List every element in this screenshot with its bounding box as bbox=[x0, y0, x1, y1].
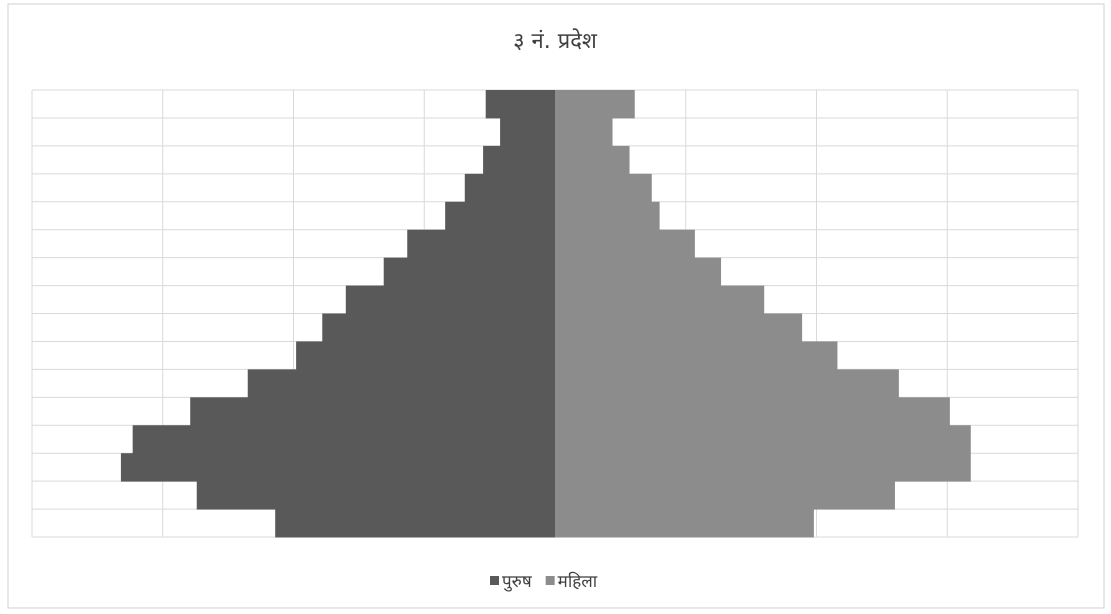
bar bbox=[555, 90, 635, 119]
bar bbox=[464, 173, 555, 203]
bar bbox=[555, 341, 838, 370]
bar bbox=[555, 173, 652, 203]
bar bbox=[407, 229, 555, 259]
bar bbox=[196, 481, 555, 510]
legend-label: पुरुष bbox=[502, 572, 533, 592]
bar bbox=[483, 145, 555, 175]
bar bbox=[445, 201, 555, 231]
chart-title: ३ नं. प्रदेश bbox=[513, 28, 598, 54]
bar bbox=[555, 397, 950, 426]
bar bbox=[555, 145, 630, 175]
bar bbox=[555, 453, 971, 482]
bar bbox=[500, 117, 555, 147]
bar bbox=[190, 397, 555, 426]
bar bbox=[555, 285, 765, 314]
bar bbox=[275, 509, 555, 538]
bar bbox=[132, 425, 556, 454]
bar bbox=[296, 341, 555, 370]
bar bbox=[555, 369, 899, 398]
bar bbox=[383, 257, 555, 287]
bar bbox=[322, 313, 555, 342]
bar bbox=[345, 285, 555, 314]
bar bbox=[485, 90, 555, 119]
bar bbox=[555, 229, 695, 259]
bar bbox=[555, 509, 814, 538]
bar bbox=[555, 117, 613, 147]
bar bbox=[555, 257, 722, 287]
bar bbox=[555, 481, 895, 510]
legend-label: महिला bbox=[558, 571, 598, 592]
legend-swatch bbox=[490, 576, 499, 585]
bar bbox=[555, 201, 660, 231]
bar bbox=[555, 313, 803, 342]
bar bbox=[120, 453, 555, 482]
bar bbox=[555, 425, 971, 454]
legend-swatch bbox=[545, 576, 555, 585]
bar bbox=[247, 369, 556, 398]
